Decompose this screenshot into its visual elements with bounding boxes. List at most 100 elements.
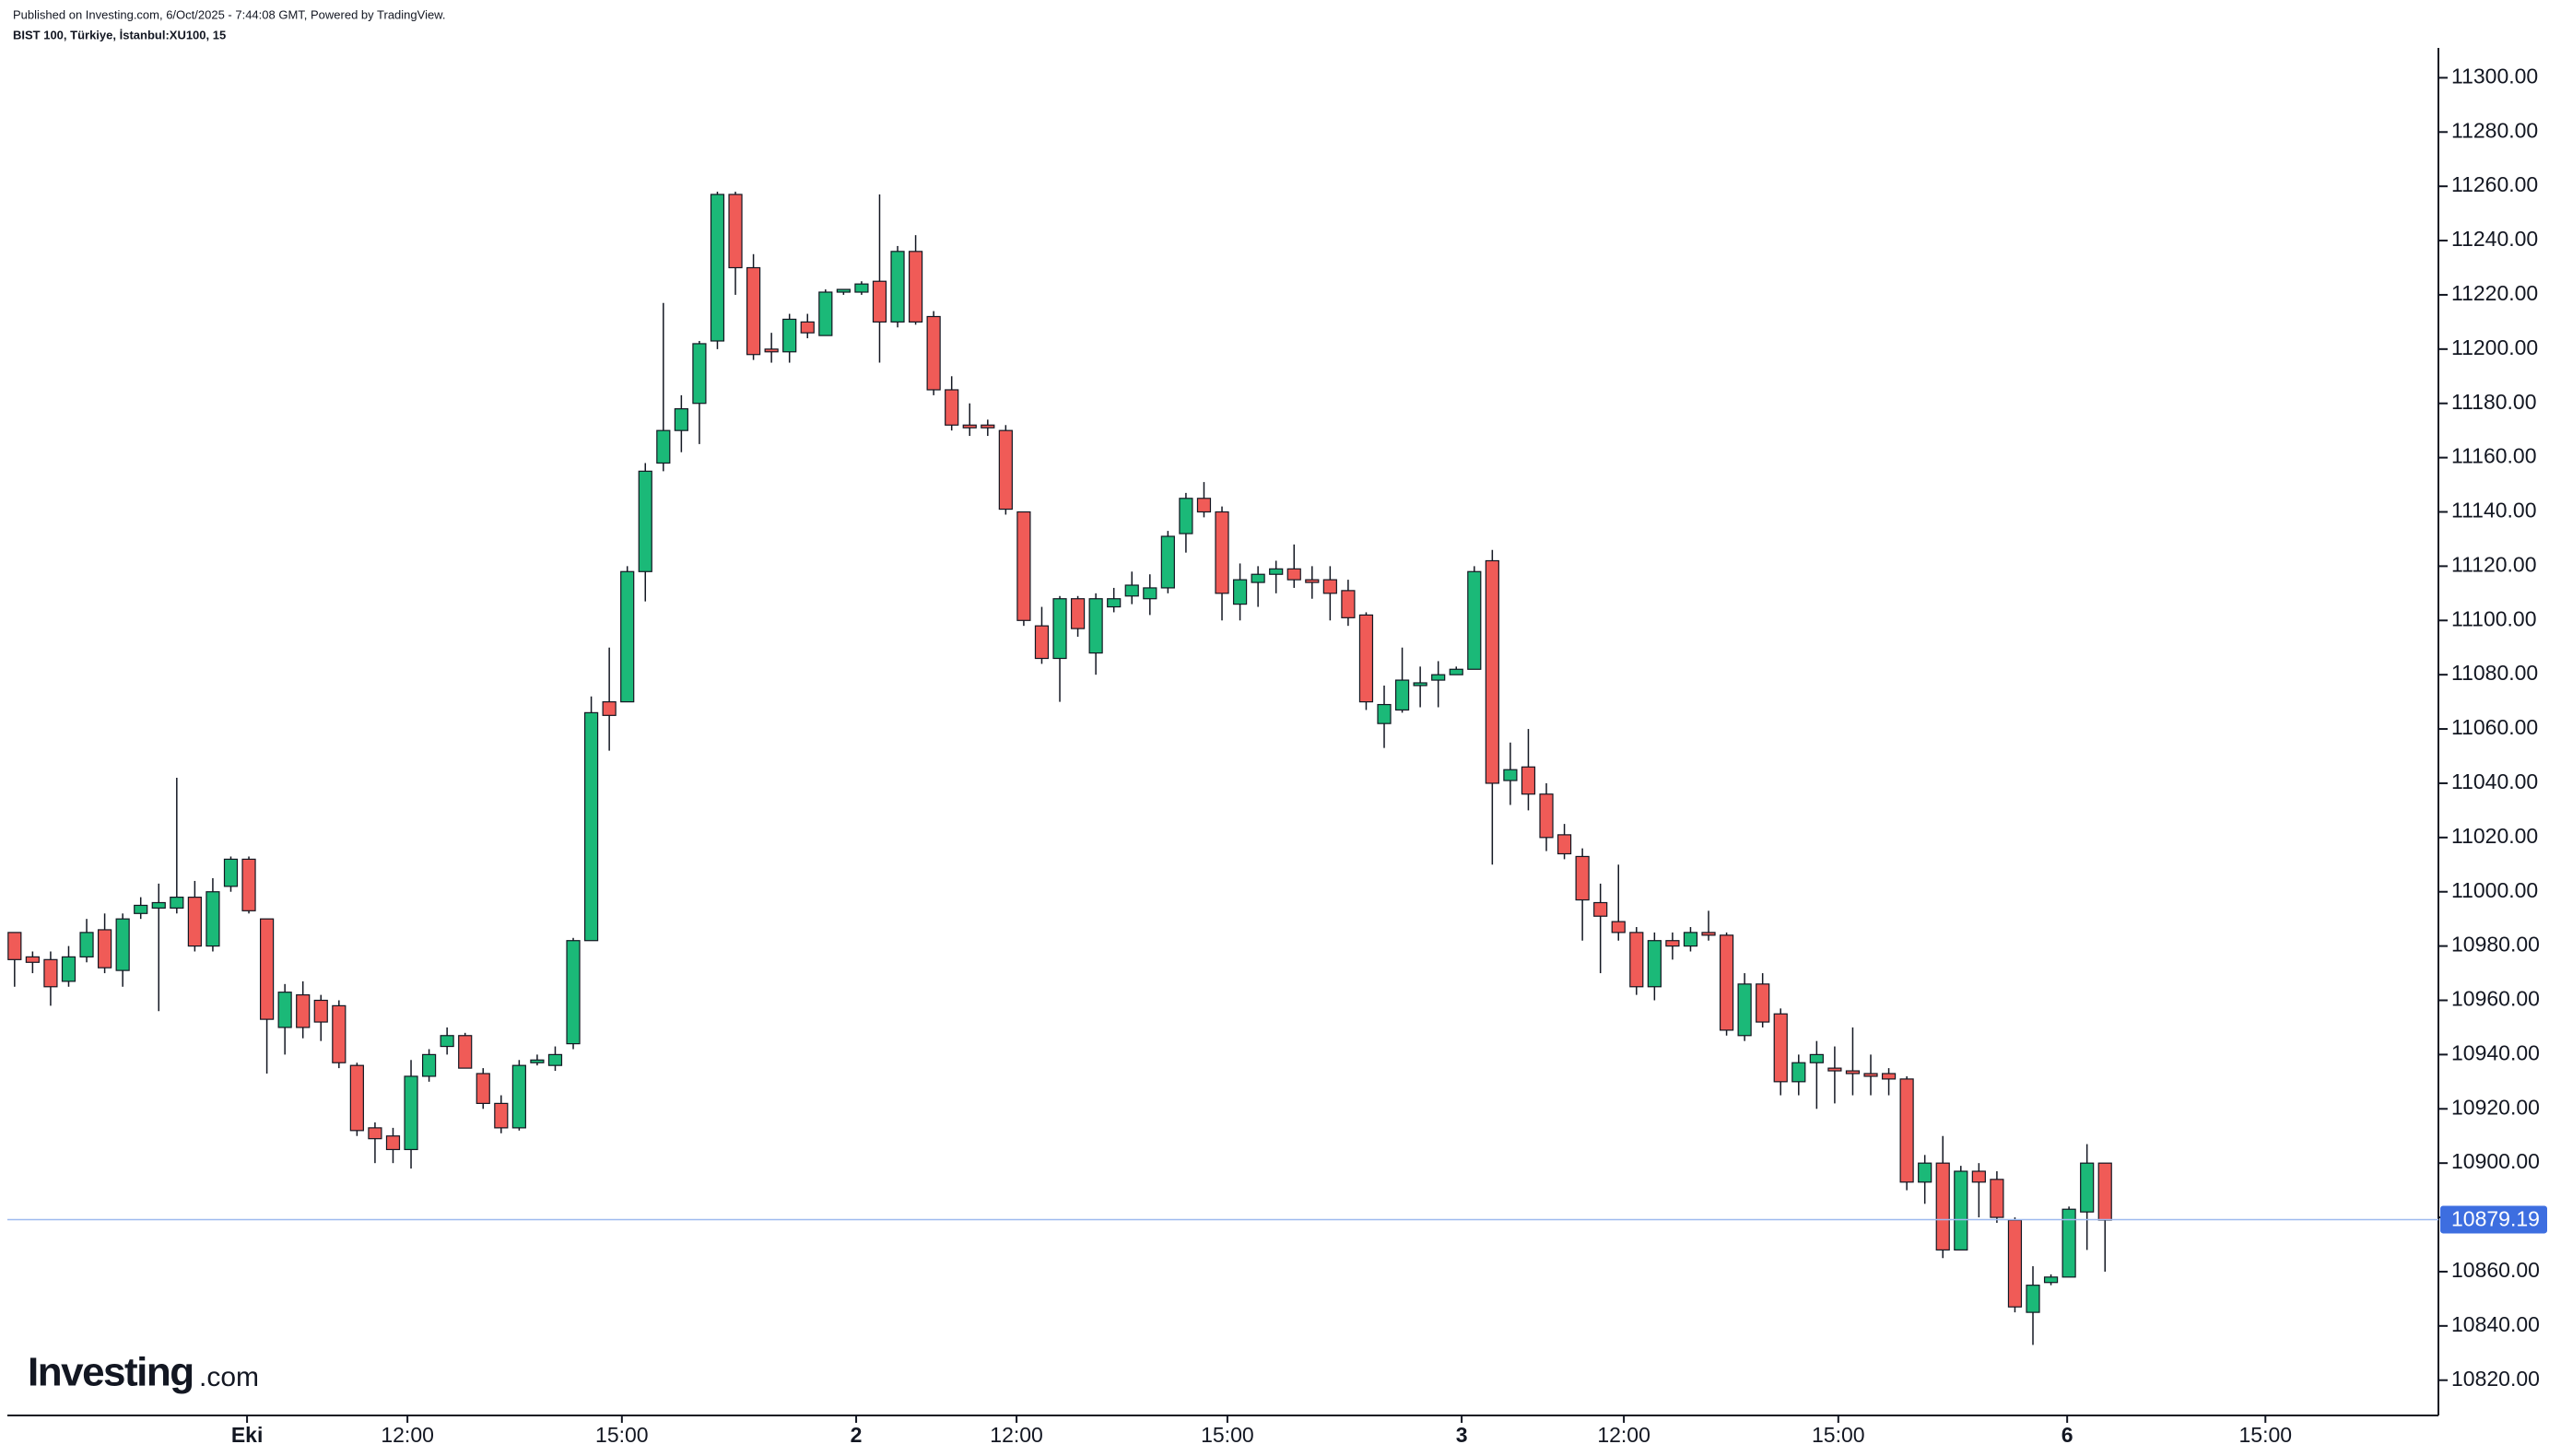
candle-body bbox=[1575, 855, 1590, 901]
y-tick-label: 11300.00 bbox=[2451, 64, 2538, 88]
y-tick-label: 10960.00 bbox=[2451, 987, 2540, 1011]
candle-body bbox=[728, 194, 743, 269]
y-tick-label: 11180.00 bbox=[2451, 390, 2537, 414]
candle-body bbox=[1971, 1170, 1986, 1183]
x-tick-label: 15:00 bbox=[1201, 1423, 1254, 1447]
y-tick-label: 11120.00 bbox=[2451, 552, 2537, 576]
y-tick-label: 10840.00 bbox=[2451, 1312, 2540, 1336]
candle-body bbox=[1827, 1067, 1842, 1072]
candle-body bbox=[1088, 598, 1103, 654]
y-tick-label: 10940.00 bbox=[2451, 1040, 2540, 1064]
candle-body bbox=[1990, 1179, 2004, 1218]
candle-body bbox=[421, 1053, 437, 1077]
y-tick-label: 11000.00 bbox=[2451, 878, 2538, 902]
candle-body bbox=[2097, 1162, 2112, 1221]
y-tick-label: 11100.00 bbox=[2451, 606, 2537, 630]
candle-body bbox=[2026, 1285, 2040, 1313]
candle-body bbox=[1756, 983, 1770, 1023]
candle-body bbox=[2043, 1276, 2059, 1284]
candle-body bbox=[61, 956, 76, 982]
candle-body bbox=[962, 424, 977, 429]
candle-body bbox=[1954, 1170, 1968, 1251]
candle-body bbox=[1791, 1062, 1806, 1083]
candle-body bbox=[1251, 573, 1265, 583]
candle-body bbox=[1179, 498, 1193, 534]
candle-body bbox=[277, 992, 292, 1028]
x-tick-label: Eki bbox=[231, 1423, 264, 1447]
candle-body bbox=[1394, 679, 1410, 711]
candle-body bbox=[7, 932, 22, 960]
candle-body bbox=[872, 280, 887, 323]
candle-body bbox=[25, 956, 40, 963]
x-tick-label: 2 bbox=[851, 1423, 863, 1447]
candle-body bbox=[800, 321, 815, 334]
y-tick-label: 11160.00 bbox=[2451, 444, 2537, 468]
candle-body bbox=[692, 343, 707, 405]
candle-body bbox=[1485, 559, 1499, 784]
candle-body bbox=[1611, 921, 1626, 933]
candle-body bbox=[404, 1075, 418, 1151]
candle-body bbox=[1719, 934, 1734, 1031]
candle-body bbox=[710, 194, 725, 342]
candle-body bbox=[1196, 498, 1212, 513]
candle-body bbox=[1269, 568, 1284, 575]
y-tick-label: 11080.00 bbox=[2451, 661, 2538, 685]
candle-body bbox=[151, 901, 166, 909]
published-note: Published on Investing.com, 6/Oct/2025 -… bbox=[13, 7, 445, 21]
candle-body bbox=[764, 348, 779, 353]
last-price-box bbox=[2440, 1205, 2547, 1234]
y-tick-label: 11140.00 bbox=[2451, 499, 2537, 523]
candle-body bbox=[368, 1127, 382, 1140]
candle-body bbox=[1629, 932, 1644, 988]
y-tick-label: 10900.00 bbox=[2451, 1149, 2540, 1173]
y-tick-label: 11220.00 bbox=[2451, 281, 2538, 305]
candle-body bbox=[170, 897, 184, 909]
candle-body bbox=[241, 858, 256, 911]
y-tick-label: 10820.00 bbox=[2451, 1367, 2540, 1391]
candle-body bbox=[440, 1035, 454, 1048]
candle-body bbox=[1467, 570, 1482, 670]
candle-body bbox=[836, 288, 851, 293]
candle-body bbox=[1918, 1162, 1932, 1183]
x-tick-label: 6 bbox=[2062, 1423, 2073, 1447]
candle-body bbox=[2080, 1162, 2095, 1213]
candle-body bbox=[494, 1102, 509, 1129]
candle-body bbox=[547, 1053, 563, 1066]
candle-body bbox=[530, 1059, 545, 1063]
candle-body bbox=[2007, 1219, 2023, 1308]
y-tick-label: 11260.00 bbox=[2451, 172, 2538, 196]
candle-body bbox=[1286, 568, 1301, 581]
candle-body bbox=[1593, 901, 1608, 917]
candle-body bbox=[1016, 511, 1031, 621]
candle-body bbox=[1070, 598, 1086, 629]
candle-body bbox=[476, 1073, 490, 1104]
candle-body bbox=[115, 918, 130, 971]
candle-body bbox=[1935, 1162, 1950, 1251]
candle-body bbox=[1701, 932, 1716, 936]
candle-body bbox=[620, 570, 635, 703]
candle-body bbox=[1449, 668, 1463, 675]
y-tick-label: 11280.00 bbox=[2451, 118, 2538, 142]
y-tick-label: 11040.00 bbox=[2451, 769, 2538, 793]
x-tick-label: 15:00 bbox=[1812, 1423, 1865, 1447]
candle-body bbox=[1521, 766, 1536, 795]
candle-body bbox=[1160, 535, 1175, 589]
candle-body bbox=[782, 318, 797, 353]
y-tick-label: 11200.00 bbox=[2451, 335, 2538, 359]
candle-body bbox=[981, 424, 995, 429]
symbol-info: BIST 100, Türkiye, İstanbul:XU100, 15 bbox=[13, 28, 226, 41]
candle-body bbox=[602, 701, 617, 716]
candle-body bbox=[1413, 682, 1427, 687]
candle-body bbox=[1107, 598, 1122, 608]
candle-body bbox=[926, 315, 941, 391]
candle-body bbox=[349, 1064, 364, 1132]
candle-body bbox=[296, 994, 311, 1028]
y-tick-label: 10920.00 bbox=[2451, 1095, 2540, 1119]
x-tick-label: 15:00 bbox=[595, 1423, 649, 1447]
candle-body bbox=[1665, 940, 1680, 947]
candle-body bbox=[583, 711, 599, 942]
candle-body bbox=[332, 1004, 347, 1063]
candle-body bbox=[1322, 579, 1337, 594]
candle-body bbox=[890, 251, 905, 323]
candle-body bbox=[259, 918, 275, 1020]
